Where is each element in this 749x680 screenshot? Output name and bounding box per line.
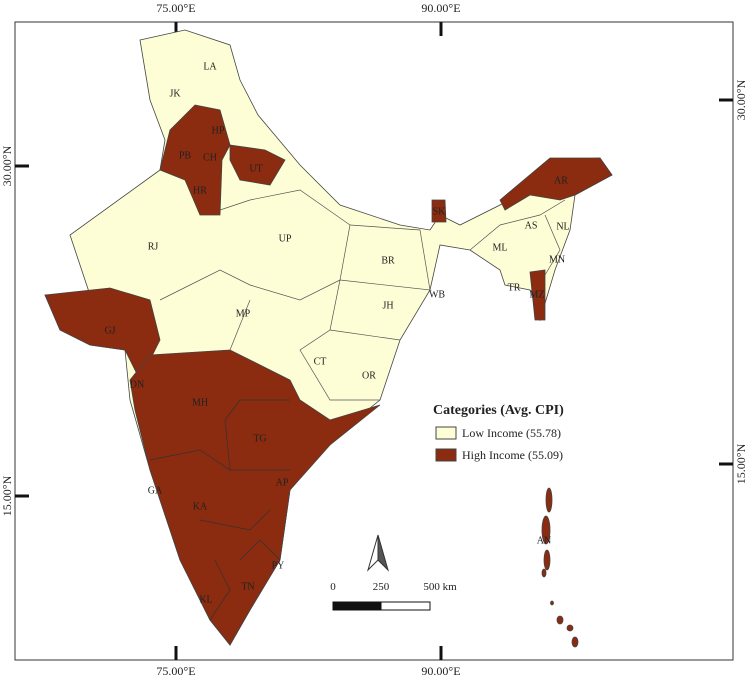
state-label: CT [314,356,327,367]
state-label: MH [192,397,208,408]
state-label: TN [241,581,254,592]
south-borders [149,399,290,621]
scale-label: 500 km [423,581,457,593]
state-label: ML [493,242,508,253]
state-label: SK [433,206,447,217]
scale-label: 0 [330,581,336,593]
state-label: UT [249,163,262,174]
state-label: CH [203,152,217,163]
state-label: MZ [530,289,545,300]
coord-label: 15.00°N [734,443,748,484]
north-arrow [366,534,390,572]
region-mz [529,269,546,321]
state-label: HP [212,125,225,136]
state-label: AN [537,535,551,546]
region-ut [229,144,286,186]
state-borders [159,189,566,401]
state-label: WB [429,289,445,300]
state-label: PB [179,150,192,161]
legend-label: Low Income (55.78) [462,426,561,440]
state-label: UP [279,233,292,244]
legend-swatch [435,448,457,462]
scale-bar [332,601,382,611]
region-north-west [159,104,231,216]
state-label: TG [253,433,266,444]
state-label: AS [525,220,538,231]
state-label: JH [382,300,393,311]
state-label: KA [193,501,208,512]
scale-bar [380,601,431,611]
coord-label: 30.00°N [734,79,748,120]
coord-label: 30.00°N [0,145,14,186]
legend-label: High Income (55.09) [462,448,563,462]
state-labels: LA JK RJ UP BR AS NL ML MN TR WB JH MP CT OR HP PB CH HR UT… [104,61,569,605]
region-ar [499,157,613,211]
state-label: MP [236,308,251,319]
coord-label: 75.00°E [156,1,195,15]
state-label: MN [549,254,565,265]
state-label: AR [554,175,568,186]
islands [541,487,579,648]
state-label: HR [193,185,207,196]
region-south [129,349,381,646]
state-label: GJ [104,325,115,336]
state-label: BR [381,255,395,266]
coord-label: 15.00°N [0,475,14,516]
state-label: GA [148,485,163,496]
scale-label: 250 [373,581,390,593]
region-sk [431,199,447,223]
coord-label: 90.00°E [421,664,460,678]
state-label: AP [276,477,289,488]
state-label: TR [508,282,521,293]
state-label: PY [272,560,285,571]
state-label: JK [169,88,181,99]
legend-swatch [435,426,457,440]
coord-label: 75.00°E [156,664,195,678]
state-label: DN [130,379,144,390]
legend-title: Categories (Avg. CPI) [433,403,564,418]
state-label: RJ [148,241,159,252]
state-label: NL [556,221,569,232]
state-label: LA [203,61,217,72]
coord-label: 90.00°E [421,1,460,15]
state-label: KL [199,594,212,605]
state-label: OR [362,370,376,381]
